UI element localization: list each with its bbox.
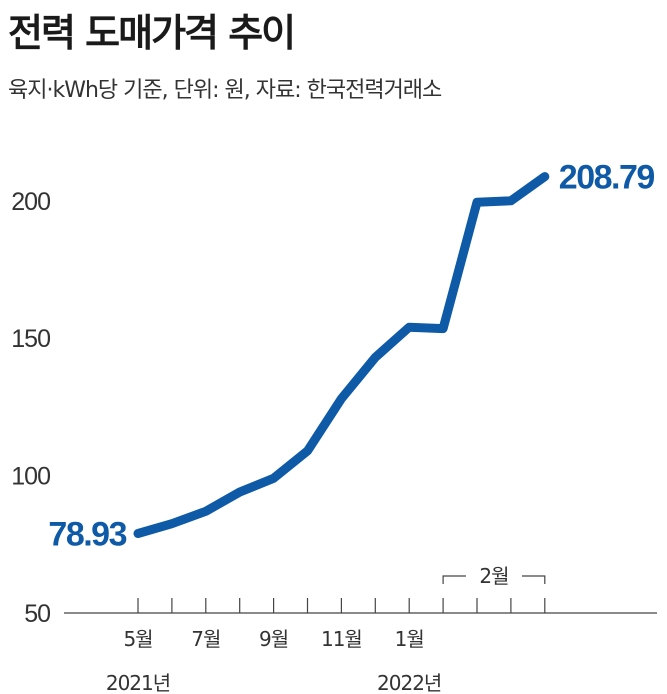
bracket-right xyxy=(521,575,546,584)
x-tick-label: 7월 xyxy=(191,627,220,651)
y-tick-label: 150 xyxy=(11,325,50,353)
first-value-label: 78.93 xyxy=(48,516,126,554)
chart-subtitle: 육지·kWh당 기준, 단위: 원, 자료: 한국전력거래소 xyxy=(8,78,442,103)
y-tick-label: 200 xyxy=(11,188,50,216)
x-tick-label: 1월 xyxy=(395,627,424,651)
chart-title: 전력 도매가격 추이 xyxy=(8,11,296,55)
y-tick-label: 100 xyxy=(11,463,50,491)
x-tick-label: 9월 xyxy=(259,627,288,651)
last-value-label: 208.79 xyxy=(559,159,655,197)
year-label: 2021년 xyxy=(106,671,170,694)
x-tick-label: 5월 xyxy=(123,627,152,651)
x-tick-label: 11월 xyxy=(321,627,362,651)
series-line xyxy=(133,172,550,538)
bracket-left xyxy=(442,575,466,584)
bracket-label: 2월 xyxy=(479,564,508,588)
year-label: 2022년 xyxy=(377,671,441,694)
y-tick-label: 50 xyxy=(24,600,50,628)
